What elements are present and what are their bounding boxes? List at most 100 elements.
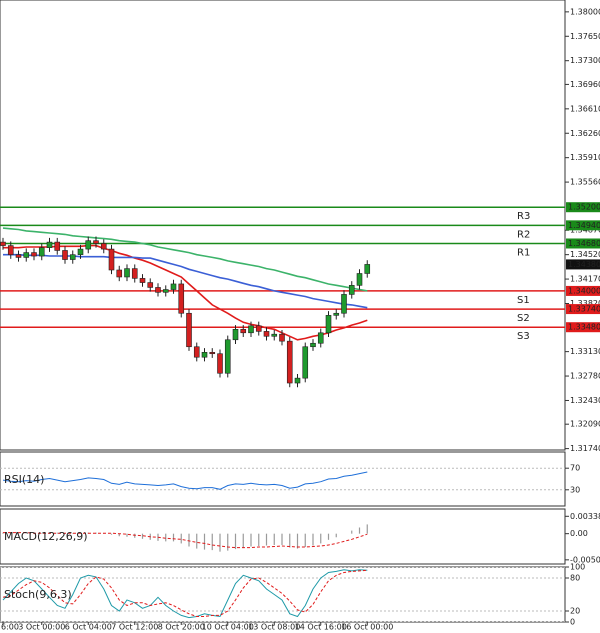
candle-body	[248, 325, 254, 334]
stoch-plot: Stoch(9,6,3)	[0, 567, 565, 622]
x-tick-label: 3 Oct 00:00	[18, 623, 65, 632]
indicator-line	[2, 569, 368, 619]
level-price-label: 1.34680	[568, 239, 600, 248]
candle-body	[217, 353, 223, 374]
level-name: R2	[517, 229, 530, 240]
y-tick-label: 1.34170	[570, 275, 600, 284]
candle-body	[271, 333, 278, 337]
candle-body	[356, 273, 363, 286]
candle-body	[286, 340, 293, 384]
level-price-label: 1.33480	[568, 323, 600, 332]
level-name: R3	[517, 211, 530, 222]
y-tick-label: 1.33130	[570, 347, 600, 356]
y-tick-label: 1.38000	[570, 7, 600, 16]
rsi-panel	[0, 451, 566, 507]
candle-body	[193, 346, 200, 358]
candle-body	[279, 333, 285, 342]
candle-body	[341, 294, 347, 314]
level-name: R1	[517, 247, 530, 258]
last-price-box	[566, 259, 600, 270]
candle-body	[302, 346, 309, 379]
moving-average	[2, 227, 368, 292]
level-name: S3	[517, 331, 530, 342]
last-price-label: 1.34380	[568, 260, 600, 269]
level-price-box	[566, 304, 600, 315]
level-price-box	[566, 238, 600, 249]
candle-body	[131, 268, 138, 279]
candle-body	[186, 312, 192, 348]
candle-body	[294, 377, 301, 384]
y-tick-label: 1.37650	[570, 32, 600, 41]
candle-body	[364, 264, 371, 274]
x-tick-label: 6 Oct 04:00	[65, 623, 112, 632]
indicator-line	[2, 569, 368, 617]
y-tick-label: 100	[570, 563, 585, 572]
y-tick-label: 1.32780	[570, 372, 600, 381]
moving-average	[3, 244, 368, 341]
candle-body	[317, 332, 324, 344]
candle-body	[162, 289, 169, 293]
candle-body	[333, 312, 340, 316]
y-tick-label: 0	[570, 618, 575, 627]
y-tick-label: 1.36260	[570, 129, 600, 138]
candle-body	[7, 245, 14, 255]
x-tick-label: 8 Oct 20:00	[158, 623, 205, 632]
level-price-box	[566, 322, 600, 333]
candle-body	[46, 241, 53, 248]
panel-label: MACD(12,26,9)	[4, 530, 88, 543]
y-tick-label: 0.00338	[570, 512, 600, 521]
candle-body	[325, 315, 332, 334]
candle-body	[108, 248, 115, 271]
axes: 1.38000 1.37650 1.37300 1.36960 1.36610 1.362…	[1, 7, 600, 632]
x-tick-label: 7 Oct 12:00	[111, 623, 158, 632]
macd-panel	[0, 508, 566, 565]
candle-body	[77, 248, 84, 255]
candle-body	[209, 352, 216, 355]
candle-body	[147, 282, 154, 288]
y-tick-label: 1.34520	[570, 250, 600, 259]
candle-body	[38, 247, 45, 257]
panel-label: RSI(14)	[4, 473, 44, 486]
candle-body	[263, 331, 270, 337]
x-tick-label: 16 Oct 00:00	[341, 623, 393, 632]
y-tick-label: 1.37300	[570, 56, 600, 65]
y-tick-label: 1.35910	[570, 153, 600, 162]
candle-body	[15, 254, 22, 258]
y-tick-label: 1.32090	[570, 420, 600, 429]
level-price-box	[566, 220, 600, 231]
candle-body	[155, 287, 161, 293]
stoch-panel	[0, 566, 566, 623]
y-tick-label: 1.36610	[570, 104, 600, 113]
candle-body	[85, 240, 92, 250]
level-price-box	[566, 202, 600, 213]
y-tick-label: 1.35560	[570, 178, 600, 187]
candle-body	[0, 241, 6, 246]
candle-body	[232, 329, 239, 341]
candle-body	[201, 352, 208, 358]
y-tick-label: 30	[570, 485, 580, 494]
candle-body	[31, 252, 37, 257]
indicator-line	[2, 471, 368, 490]
candle-body	[54, 241, 61, 251]
main-plot: R3 R2 R1 S1 S2 S3	[0, 206, 565, 388]
level-name: S2	[517, 313, 530, 324]
candle-body	[240, 329, 247, 334]
level-price-label: 1.35200	[568, 203, 600, 212]
y-tick-label: 1.36960	[570, 80, 600, 89]
candle-body	[348, 285, 355, 295]
y-tick-label: 1.32430	[570, 396, 600, 405]
x-tick-label: 14 Oct 16:00	[295, 623, 347, 632]
candle-body	[178, 283, 185, 314]
candle-body	[116, 269, 123, 278]
candle-body	[93, 240, 99, 244]
y-tick-label: 70	[570, 464, 580, 473]
candle-body	[23, 252, 30, 258]
candle-body	[310, 342, 316, 348]
level-price-box	[566, 285, 600, 296]
x-tick-label: 6:00	[1, 623, 19, 632]
level-price-label: 1.34940	[568, 221, 600, 230]
candle-body	[62, 250, 68, 260]
y-tick-label: -0.00509	[570, 555, 600, 564]
y-tick-label: 20	[570, 607, 580, 616]
